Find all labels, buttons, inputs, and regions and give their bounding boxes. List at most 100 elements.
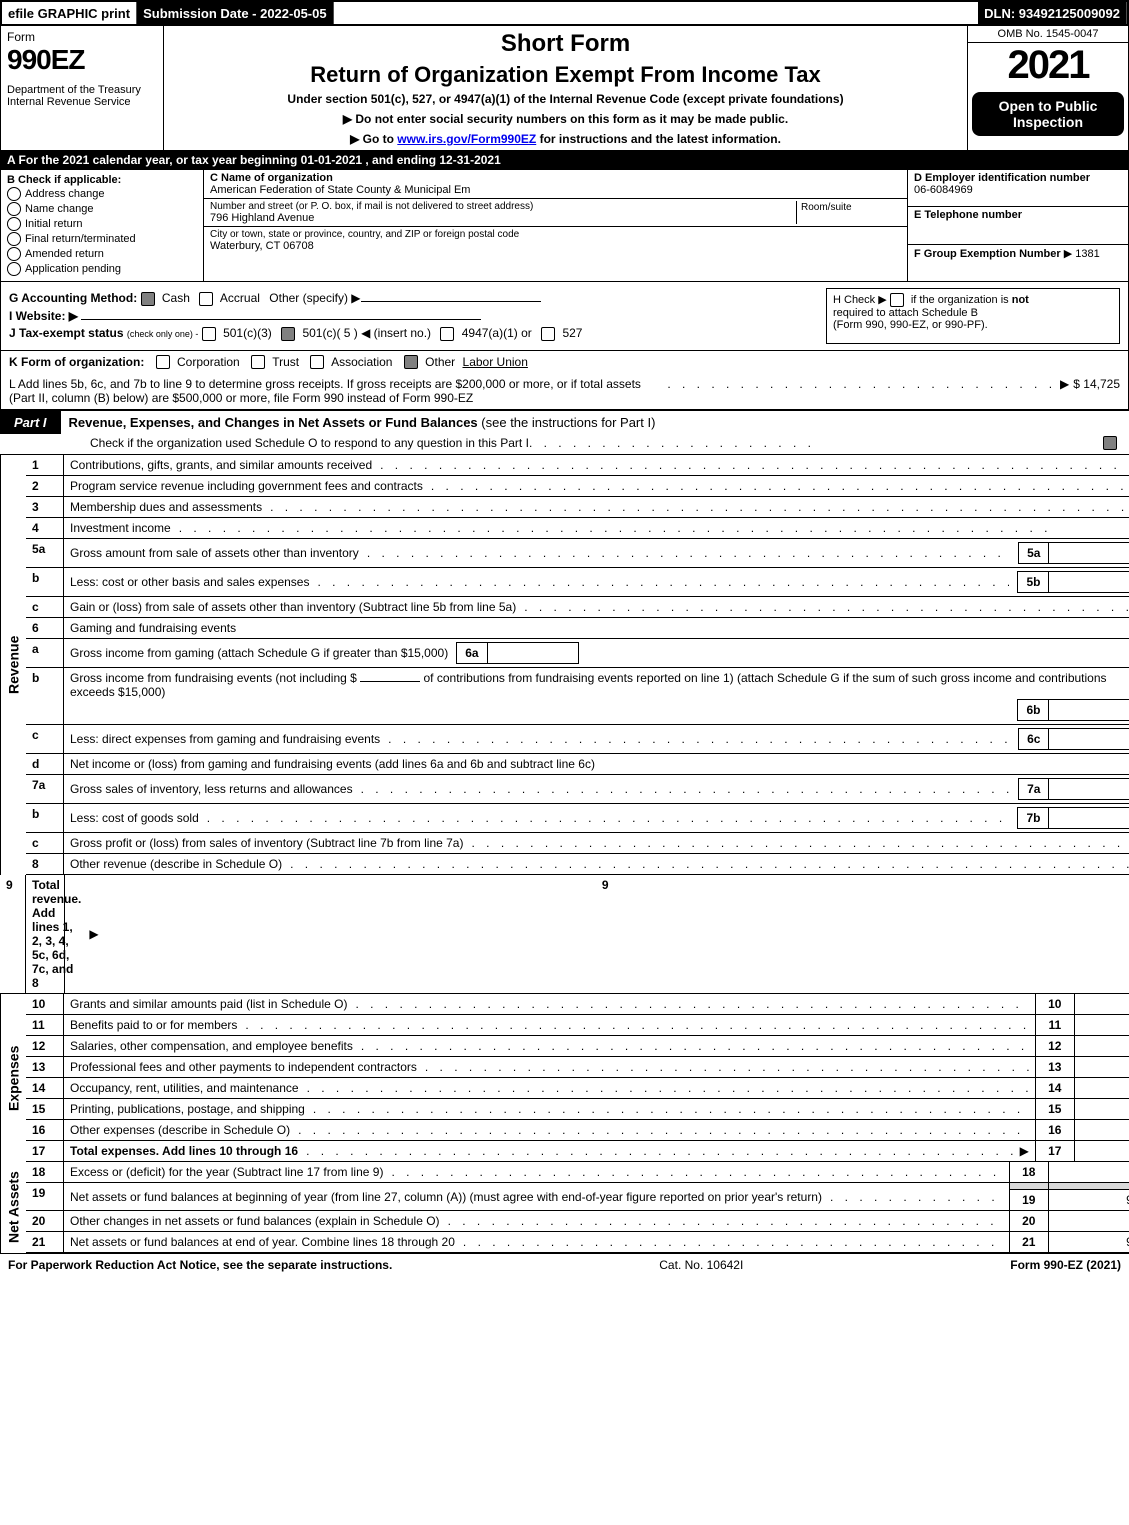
line-8-desc: Other revenue (describe in Schedule O) (64, 854, 1129, 875)
omb-number: OMB No. 1545-0047 (968, 26, 1128, 43)
addr-label: Number and street (or P. O. box, if mail… (210, 201, 796, 212)
line-5b-desc: Less: cost or other basis and sales expe… (64, 568, 1129, 597)
line-14-val: 13,786 (1075, 1078, 1129, 1099)
page-footer: For Paperwork Reduction Act Notice, see … (0, 1253, 1129, 1276)
line-13-desc: Professional fees and other payments to … (64, 1057, 1035, 1078)
line-15-val (1075, 1099, 1129, 1120)
h-schedule-b-box: H Check ▶ if the organization is not req… (826, 288, 1120, 344)
topbar-spacer (334, 2, 979, 24)
line-20-num: 20 (26, 1211, 64, 1232)
line-17-num: 17 (26, 1141, 64, 1162)
chk-other-org[interactable] (404, 355, 418, 369)
city-state-zip: Waterbury, CT 06708 (210, 240, 901, 252)
chk-trust[interactable] (251, 355, 265, 369)
line-20-ref: 20 (1009, 1211, 1049, 1232)
line-2-desc: Program service revenue including govern… (64, 476, 1129, 497)
line-21-val: 98,094 (1049, 1232, 1129, 1253)
line-14-num: 14 (26, 1078, 64, 1099)
line-16-val: 1,175 (1075, 1120, 1129, 1141)
column-b-checkboxes: B Check if applicable: Address change Na… (1, 170, 204, 281)
instruction-2: ▶ Go to www.irs.gov/Form990EZ for instru… (172, 132, 959, 146)
line-13-num: 13 (26, 1057, 64, 1078)
line-9-num: 9 (0, 875, 26, 994)
line-14-ref: 14 (1035, 1078, 1075, 1099)
line-10-desc: Grants and similar amounts paid (list in… (64, 994, 1035, 1015)
chk-corporation[interactable] (156, 355, 170, 369)
line-6b-desc: Gross income from fundraising events (no… (64, 668, 1129, 725)
line-3-desc: Membership dues and assessments (64, 497, 1129, 518)
chk-cash[interactable] (141, 292, 155, 306)
i-website: I Website: ▶ (9, 309, 826, 323)
chk-address-change[interactable]: Address change (7, 187, 197, 201)
line-6d-desc: Net income or (loss) from gaming and fun… (64, 754, 1129, 775)
line-11-num: 11 (26, 1015, 64, 1036)
line-12-num: 12 (26, 1036, 64, 1057)
line-6c-desc: Less: direct expenses from gaming and fu… (64, 725, 1129, 754)
line-6a-num: a (26, 639, 64, 668)
efile-print-label[interactable]: efile GRAPHIC print (2, 2, 137, 24)
f-label: F Group Exemption Number (914, 248, 1061, 260)
line-4-num: 4 (26, 518, 64, 539)
chk-name-change[interactable]: Name change (7, 202, 197, 216)
line-1-desc: Contributions, gifts, grants, and simila… (64, 455, 1129, 476)
line-1-num: 1 (26, 455, 64, 476)
line-4-desc: Investment income (64, 518, 1129, 539)
chk-final-return[interactable]: Final return/terminated (7, 232, 197, 246)
chk-schedule-b-not-required[interactable] (890, 293, 904, 307)
chk-application-pending[interactable]: Application pending (7, 262, 197, 276)
line-6-num: 6 (26, 618, 64, 639)
part-i-header: Part I Revenue, Expenses, and Changes in… (0, 410, 1129, 434)
line-2-num: 2 (26, 476, 64, 497)
net-assets-section-label: Net Assets (0, 1162, 26, 1253)
line-17-val: 16,537 (1075, 1141, 1129, 1162)
chk-4947a1[interactable] (440, 327, 454, 341)
irs-link[interactable]: www.irs.gov/Form990EZ (397, 132, 536, 146)
chk-501c[interactable] (281, 327, 295, 341)
instr2-pre: ▶ Go to (350, 132, 397, 146)
line-21-ref: 21 (1009, 1232, 1049, 1253)
line-7a-num: 7a (26, 775, 64, 804)
subtitle: Under section 501(c), 527, or 4947(a)(1)… (172, 92, 959, 106)
line-9-desc: Total revenue. Add lines 1, 2, 3, 4, 5c,… (26, 875, 64, 994)
part-i-title: Revenue, Expenses, and Changes in Net As… (61, 411, 1129, 434)
line-10-ref: 10 (1035, 994, 1075, 1015)
line-16-num: 16 (26, 1120, 64, 1141)
line-16-ref: 16 (1035, 1120, 1075, 1141)
form-word: Form (7, 30, 157, 44)
chk-initial-return[interactable]: Initial return (7, 217, 197, 231)
title-main: Return of Organization Exempt From Incom… (172, 62, 959, 88)
line-20-desc: Other changes in net assets or fund bala… (64, 1211, 1009, 1232)
group-exemption-number: 1381 (1075, 248, 1099, 260)
department-label: Department of the Treasury Internal Reve… (7, 84, 157, 108)
form-header-center: Short Form Return of Organization Exempt… (163, 26, 968, 150)
chk-527[interactable] (541, 327, 555, 341)
chk-schedule-o-used[interactable] (1103, 436, 1117, 450)
row-a-tax-year: A For the 2021 calendar year, or tax yea… (0, 151, 1129, 170)
line-21-num: 21 (26, 1232, 64, 1253)
line-3-num: 3 (26, 497, 64, 518)
line-5a-num: 5a (26, 539, 64, 568)
line-10-val (1075, 994, 1129, 1015)
line-19-val: 99,906 (1049, 1190, 1129, 1211)
row-l-gross-receipts: L Add lines 5b, 6c, and 7b to line 9 to … (0, 373, 1129, 410)
line-15-num: 15 (26, 1099, 64, 1120)
section-g-through-j: G Accounting Method: Cash Accrual Other … (0, 282, 1129, 350)
chk-amended-return[interactable]: Amended return (7, 247, 197, 261)
j-tax-exempt-status: J Tax-exempt status (check only one) - 5… (9, 326, 826, 341)
net-assets-grid: Net Assets 18 Excess or (deficit) for th… (0, 1162, 1129, 1253)
open-public-badge: Open to Public Inspection (972, 92, 1124, 136)
column-d-e-f: D Employer identification number 06-6084… (907, 170, 1128, 281)
form-header: Form 990EZ Department of the Treasury In… (0, 26, 1129, 151)
line-6c-num: c (26, 725, 64, 754)
line-20-val (1049, 1211, 1129, 1232)
line-6b-num: b (26, 668, 64, 725)
line-7c-desc: Gross profit or (loss) from sales of inv… (64, 833, 1129, 854)
form-header-left: Form 990EZ Department of the Treasury In… (1, 26, 163, 150)
line-14-desc: Occupancy, rent, utilities, and maintena… (64, 1078, 1035, 1099)
chk-501c3[interactable] (202, 327, 216, 341)
chk-accrual[interactable] (199, 292, 213, 306)
chk-association[interactable] (310, 355, 324, 369)
section-b-through-f: B Check if applicable: Address change Na… (0, 170, 1129, 282)
line-11-desc: Benefits paid to or for members (64, 1015, 1035, 1036)
line-21-desc: Net assets or fund balances at end of ye… (64, 1232, 1009, 1253)
